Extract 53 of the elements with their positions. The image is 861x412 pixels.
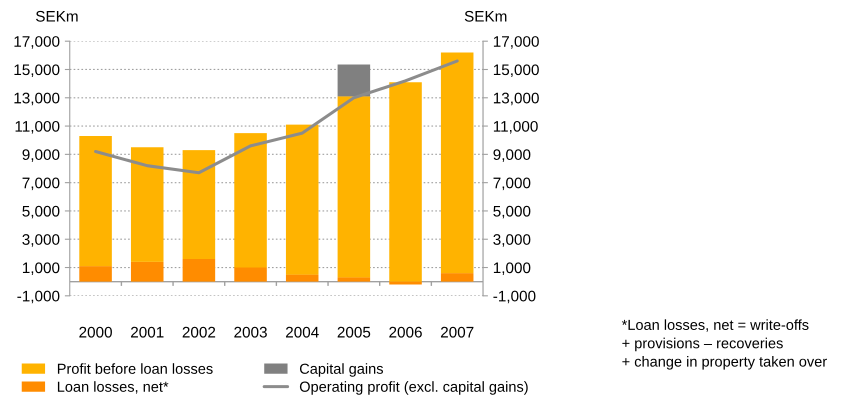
y2-tick-label: 1,000	[494, 262, 530, 276]
y-tick-label: 7,000	[22, 178, 60, 190]
y2-tick-label: 17,000	[494, 36, 539, 49]
bar	[338, 64, 370, 96]
bar	[338, 96, 370, 278]
legend-label: Loan losses, net*	[58, 381, 168, 394]
bar	[389, 82, 422, 282]
bar	[338, 277, 370, 282]
y-tick-label: -1,000	[17, 290, 60, 304]
y-tick-label: 5,000	[22, 206, 60, 218]
y-tick-label: 11,000	[16, 120, 60, 134]
line-series	[94, 59, 459, 174]
y2-tick-label: 13,000	[494, 92, 539, 106]
bar	[130, 262, 164, 282]
bar	[440, 52, 474, 274]
x-tick-label: 2005	[338, 326, 370, 338]
x-tick-label: 2004	[286, 326, 319, 338]
legend-label: Capital gains	[300, 363, 383, 377]
y2-tick-label: 3,000	[493, 234, 530, 247]
y2-axis-title: SEKm	[464, 10, 506, 22]
bar	[389, 282, 422, 284]
bar	[234, 133, 267, 268]
bar	[182, 150, 216, 260]
legend-label: Profit before loan losses	[58, 363, 213, 374]
bar	[286, 124, 318, 275]
y2-tick-label: 5,000	[493, 206, 530, 218]
y2-tick-label: 11,000	[494, 120, 538, 134]
y-tick-label: 3,000	[22, 234, 60, 247]
bar	[440, 273, 474, 282]
x-tick-label: 2001	[131, 326, 164, 338]
x-tick-label: 2003	[234, 326, 267, 338]
y-tick-label: 9,000	[22, 149, 60, 162]
bar	[79, 266, 112, 282]
y-tick-label: 15,000	[14, 64, 60, 77]
bar	[286, 274, 318, 282]
y2-tick-label: 15,000	[494, 64, 539, 77]
bar	[130, 147, 164, 262]
x-tick-label: 2006	[389, 326, 422, 338]
y2-tick-label: -1,000	[493, 290, 536, 304]
y-tick-label: 13,000	[14, 92, 60, 106]
y-axis-title: SEKm	[36, 10, 78, 22]
y-tick-label: 1,000	[22, 262, 60, 276]
bar	[182, 259, 216, 282]
y-tick-label: 17,000	[14, 36, 60, 49]
x-tick-label: 2000	[79, 326, 112, 338]
bar	[79, 136, 112, 266]
x-tick-label: 2002	[182, 326, 216, 338]
x-tick-label: 2007	[440, 326, 474, 338]
legend-label: Operating profit (excl. capital gains)	[300, 381, 528, 395]
bar	[234, 268, 267, 282]
y2-tick-label: 7,000	[494, 178, 530, 190]
y2-tick-label: 9,000	[493, 149, 530, 162]
text: *Loan losses, net = write-offs + provisions – recoveries + change in property taken over	[622, 319, 827, 370]
